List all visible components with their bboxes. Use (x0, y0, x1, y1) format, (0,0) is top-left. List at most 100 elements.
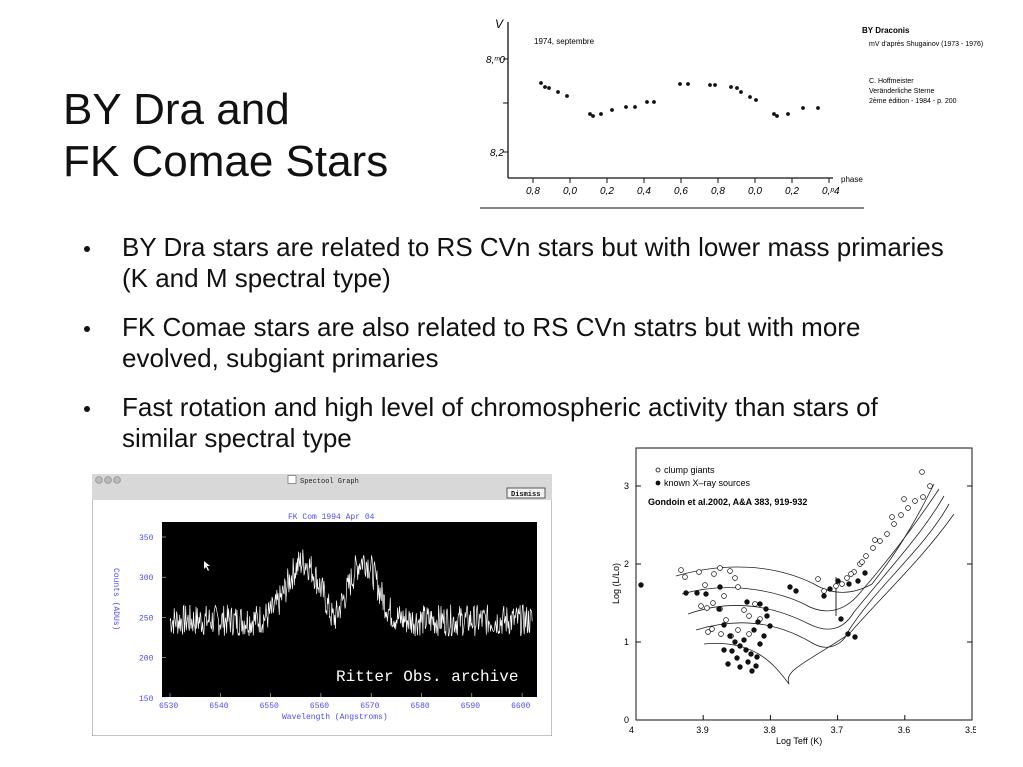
clump-giant-point (682, 574, 688, 580)
lightcurve-x-tick: 0,2 (600, 186, 614, 197)
lightcurve-point (543, 85, 547, 89)
hr-x-tick: 3.6 (898, 725, 911, 735)
xray-source-point (743, 647, 749, 653)
xray-source-point (852, 634, 858, 640)
clump-giant-point (746, 631, 752, 637)
hr-x-label: Log Teff (K) (776, 736, 822, 746)
hr-diagram: 3 2 1 0 4 3.9 3.8 3.7 3.6 3.5 Log (L/Lo) Log Tef… (604, 444, 976, 754)
xray-source-point (732, 639, 738, 645)
lightcurve-point (713, 83, 717, 87)
xray-source-point (757, 601, 763, 607)
spectrum-line (169, 549, 533, 637)
clump-giant-point (859, 559, 865, 565)
xray-source-point (757, 641, 763, 647)
lightcurve-point (610, 108, 614, 112)
window-zoom-icon[interactable] (113, 476, 121, 484)
xray-source-point (725, 661, 731, 667)
xray-source-point (787, 584, 793, 590)
slide-title: BY Dra and FK Comae Stars (63, 84, 388, 188)
lightcurve-x-tick: 0,8 (526, 186, 540, 197)
xray-source-point (737, 664, 743, 670)
xray-source-point (749, 668, 755, 674)
xray-source-point (716, 606, 722, 612)
x11-icon (287, 475, 297, 484)
clump-giant-point (844, 575, 850, 581)
clump-giant-point (898, 512, 904, 518)
bullet-text: Fast rotation and high level of chromosp… (122, 392, 878, 453)
xray-source-point (745, 659, 751, 665)
clump-giant-point (752, 601, 758, 607)
clump-giant-point (815, 576, 821, 582)
lightcurve-point (565, 94, 569, 98)
clump-giant-point (717, 565, 723, 571)
xray-source-point (741, 637, 747, 643)
xray-source-point (761, 633, 767, 639)
xray-source-point (683, 590, 689, 596)
lightcurve-y-label: V (495, 17, 504, 31)
dismiss-button-label: Dismiss (511, 491, 540, 499)
clump-giant-point (870, 545, 876, 551)
xray-source-point (763, 606, 769, 612)
window-minimize-icon[interactable] (104, 476, 112, 484)
spectool-y-tick: 350 (139, 534, 154, 543)
xray-source-point (845, 631, 851, 637)
lightcurve-x-tick: 0,8 (711, 186, 725, 197)
clump-giant-point (891, 521, 897, 527)
clump-giant-point (721, 593, 727, 599)
clump-giant-point (705, 629, 711, 635)
xray-source-point (793, 588, 799, 594)
lightcurve-point (547, 86, 551, 90)
lightcurve-point (591, 114, 595, 118)
lightcurve-source: mV d'après Shugainov (1973 - 1976) (869, 41, 983, 48)
xray-source-point (767, 623, 773, 629)
spectool-caption: Ritter Obs. archive (336, 668, 518, 686)
clump-giant-point (698, 603, 704, 609)
bullet-dot-icon (84, 246, 90, 252)
hr-y-label: Log (L/Lo) (611, 563, 621, 604)
lightcurve-point (816, 106, 820, 110)
xray-source-point (638, 582, 644, 588)
lightcurve-x-tick: 0,ᵖ4 (822, 186, 840, 197)
xray-source-point (838, 616, 844, 622)
slide-title-line2: FK Comae Stars (63, 137, 389, 186)
lightcurve-point (748, 95, 752, 99)
hr-x-tick: 3.5 (965, 725, 976, 735)
lightcurve-point (645, 100, 649, 104)
window-title: Spectool Graph (300, 478, 359, 486)
mouse-cursor-icon (204, 561, 210, 571)
lightcurve-point (729, 85, 733, 89)
window-close-icon[interactable] (95, 476, 103, 484)
clump-giant-point (741, 607, 747, 613)
lightcurve-credit: Veränderliche Sterne (869, 88, 934, 95)
xray-source-point (748, 651, 754, 657)
hr-y-tick: 2 (624, 559, 629, 569)
xray-source-point (721, 647, 727, 653)
lightcurve-y-tick: 8,2 (490, 148, 504, 159)
spectool-plot-title: FK Com 1994 Apr 04 (288, 513, 375, 522)
dismiss-button[interactable] (506, 487, 546, 499)
bullet-text: FK Comae stars are also related to RS CV… (122, 312, 861, 373)
lightcurve-point (754, 98, 758, 102)
clump-giant-point (872, 537, 878, 543)
spectool-y-tick: 200 (139, 655, 154, 664)
lightcurve-point (772, 112, 776, 116)
xray-source-point (729, 648, 735, 654)
xray-source-point (727, 633, 733, 639)
lightcurve-point (775, 114, 779, 118)
clump-giant-point (912, 498, 918, 504)
clump-giant-point (732, 575, 738, 581)
clump-giant-point (901, 496, 907, 502)
lightcurve-point (633, 105, 637, 109)
xray-source-point (855, 578, 861, 584)
bullet-dot-icon (84, 406, 90, 412)
xray-source-point (846, 581, 852, 587)
spectool-y-tick: 150 (139, 695, 154, 704)
hr-y-tick: 3 (624, 481, 629, 491)
clump-giant-point (735, 627, 741, 633)
clump-giant-point (839, 581, 845, 587)
lightcurve-point (599, 112, 603, 116)
lightcurve-x-tick: 0,0 (748, 186, 762, 197)
hr-x-tick: 3.7 (831, 725, 844, 735)
lightcurve-x-tick: 0,6 (674, 186, 688, 197)
clump-giant-point (927, 483, 933, 489)
